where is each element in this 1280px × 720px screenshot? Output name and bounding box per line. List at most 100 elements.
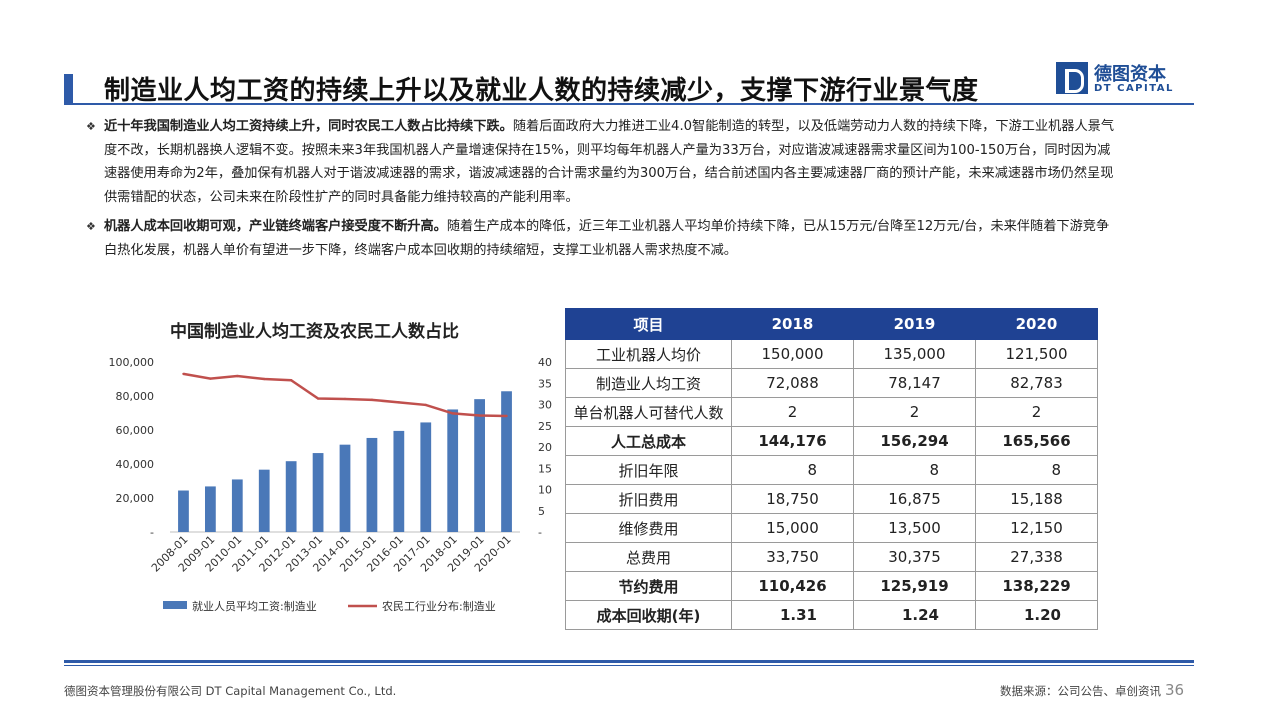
title-underline xyxy=(64,103,1194,105)
y-left-tick-label: 20,000 xyxy=(116,492,155,505)
y-left-tick-label: 60,000 xyxy=(116,424,155,437)
y-left-tick-label: 80,000 xyxy=(116,390,155,403)
diamond-bullet-icon: ❖ xyxy=(86,120,96,133)
y-right-tick-label: 40 xyxy=(538,356,552,369)
bar xyxy=(366,437,378,532)
bar xyxy=(420,422,432,532)
y-right-tick-label: 25 xyxy=(538,420,552,433)
table-row-label: 单台机器人可替代人数 xyxy=(565,397,732,427)
diamond-bullet-icon: ❖ xyxy=(86,220,96,233)
table-cell: 27,338 xyxy=(975,542,1098,572)
table-row-label: 人工总成本 xyxy=(565,426,732,456)
table-cell: 8 xyxy=(731,455,854,485)
table-cell: 156,294 xyxy=(853,426,976,456)
y-right-tick-label: - xyxy=(538,526,542,539)
table-row: 折旧费用 18,750 16,875 15,188 xyxy=(565,484,1098,514)
table-row-label: 折旧年限 xyxy=(565,455,732,485)
company-logo: 德图资本 DT CAPITAL xyxy=(1056,60,1191,100)
legend-line-label: 农民工行业分布:制造业 xyxy=(382,599,496,613)
legend-bar-label: 就业人员平均工资:制造业 xyxy=(192,599,317,613)
table-row-label: 制造业人均工资 xyxy=(565,368,732,398)
table-row: 总费用 33,750 30,375 27,338 xyxy=(565,542,1098,572)
table-row-label: 节约费用 xyxy=(565,571,732,601)
logo-text-cn: 德图资本 xyxy=(1094,64,1166,85)
footer-source: 数据来源：公司公告、卓创资讯 36 xyxy=(1000,681,1184,699)
table-cell: 2 xyxy=(975,397,1098,427)
table-header-cell: 2020 xyxy=(975,308,1098,340)
table-row: 维修费用 15,000 13,500 12,150 xyxy=(565,513,1098,543)
table-cell: 33,750 xyxy=(731,542,854,572)
footer-rule-thin xyxy=(64,665,1194,666)
table-row: 单台机器人可替代人数 2 2 2 xyxy=(565,397,1098,427)
bullet-item: ❖ 近十年我国制造业人均工资持续上升，同时农民工人数占比持续下跌。随着后面政府大… xyxy=(86,115,1116,209)
table-row: 人工总成本 144,176 156,294 165,566 xyxy=(565,426,1098,456)
table-header-cell: 2018 xyxy=(731,308,854,340)
table-cell: 2 xyxy=(853,397,976,427)
bullet-item: ❖ 机器人成本回收期可观，产业链终端客户接受度不断升高。随着生产成本的降低，近三… xyxy=(86,215,1116,262)
table-cell: 125,919 xyxy=(853,571,976,601)
wage-chart: - 20,000 40,000 60,000 80,000 100,000 - 5 10 15 20… xyxy=(109,356,553,613)
y-right-tick-label: 5 xyxy=(538,505,545,518)
bullet-list: ❖ 近十年我国制造业人均工资持续上升，同时农民工人数占比持续下跌。随着后面政府大… xyxy=(86,115,1116,268)
table-cell: 8 xyxy=(975,455,1098,485)
bullet-body: 随着生产成本的降低，近三年工业机器人平均单价持续下降，已从15万元/台降至12万… xyxy=(104,219,1110,258)
line-point xyxy=(209,377,212,380)
y-right-tick-label: 15 xyxy=(538,462,552,475)
table-header-row: 项目 2018 2019 2020 xyxy=(565,308,1098,340)
line-point xyxy=(316,397,320,400)
table-cell: 1.31 xyxy=(731,600,854,630)
y-right-tick-label: 10 xyxy=(538,484,552,497)
y-left-tick-label: 100,000 xyxy=(109,356,155,369)
bar xyxy=(474,399,485,532)
bar xyxy=(339,444,351,532)
table-row: 折旧年限 8 8 8 xyxy=(565,455,1098,485)
y-right-tick-label: 20 xyxy=(538,441,552,454)
title-accent-bar xyxy=(64,74,73,104)
table-cell: 16,875 xyxy=(853,484,976,514)
y-right-tick-label: 30 xyxy=(538,399,552,412)
table-cell: 12,150 xyxy=(975,513,1098,543)
bar xyxy=(258,469,270,532)
line-point xyxy=(182,372,185,376)
line-point xyxy=(424,403,427,407)
table-cell: 144,176 xyxy=(731,426,854,456)
y-right-tick-label: 35 xyxy=(538,377,552,390)
bar xyxy=(178,490,189,532)
table-cell: 1.20 xyxy=(975,600,1098,630)
table-cell: 150,000 xyxy=(731,339,854,369)
line-point xyxy=(451,412,454,415)
table-cell: 72,088 xyxy=(731,368,854,398)
bar xyxy=(312,453,324,532)
table-cell: 30,375 xyxy=(853,542,976,572)
chart-title: 中国制造业人均工资及农民工人数占比 xyxy=(170,322,459,342)
table-row-label: 总费用 xyxy=(565,542,732,572)
table-cell: 8 xyxy=(853,455,976,485)
bullet-lead: 近十年我国制造业人均工资持续上升，同时农民工人数占比持续下跌。 xyxy=(104,119,513,134)
table-row-label: 工业机器人均价 xyxy=(565,339,732,369)
line-point xyxy=(397,401,401,404)
table-cell: 13,500 xyxy=(853,513,976,543)
bullet-lead: 机器人成本回收期可观，产业链终端客户接受度不断升高。 xyxy=(104,219,447,234)
line-point xyxy=(505,414,508,418)
table-cell: 135,000 xyxy=(853,339,976,369)
bullet-body: 随着后面政府大力推进工业4.0智能制造的转型，以及低端劳动力人数的持续下降，下游… xyxy=(104,119,1115,205)
data-source: 数据来源：公司公告、卓创资讯 xyxy=(1000,684,1161,698)
line-point xyxy=(478,414,481,417)
table-row-label: 折旧费用 xyxy=(565,484,732,514)
bar xyxy=(285,461,297,532)
table-cell: 18,750 xyxy=(731,484,854,514)
table-cell: 2 xyxy=(731,397,854,427)
table-cell: 82,783 xyxy=(975,368,1098,398)
table-header-cell: 项目 xyxy=(565,308,732,340)
table-header-cell: 2019 xyxy=(853,308,976,340)
line-point xyxy=(343,397,347,401)
table-cell: 138,229 xyxy=(975,571,1098,601)
bar xyxy=(501,391,512,532)
line-point xyxy=(236,374,239,378)
logo-d-icon xyxy=(1056,62,1088,94)
table-row: 成本回收期(年) 1.31 1.24 1.20 xyxy=(565,600,1098,630)
table-cell: 15,188 xyxy=(975,484,1098,514)
line-point xyxy=(263,377,266,381)
table-row: 节约费用 110,426 125,919 138,229 xyxy=(565,571,1098,601)
page-number: 36 xyxy=(1165,681,1185,699)
